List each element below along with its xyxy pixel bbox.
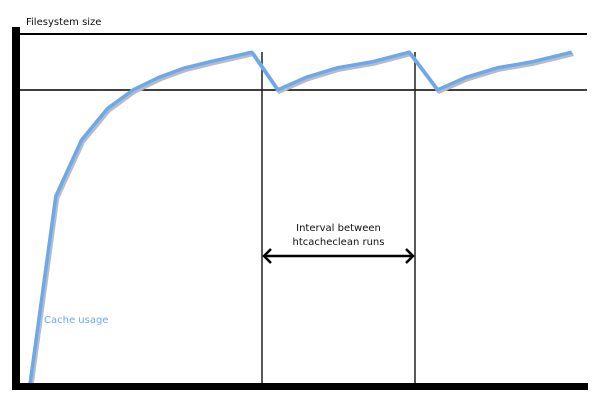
x-axis	[12, 383, 588, 390]
cache-usage-shadow	[29, 52, 574, 387]
interval-label-line2: htcacheclean runs	[292, 237, 385, 248]
interval-label-line1: Interval between	[296, 223, 381, 234]
interval-label: Interval between htcacheclean runs	[262, 222, 415, 250]
y-axis	[12, 27, 20, 390]
cache-usage-curve	[28, 50, 573, 385]
interval-arrow	[262, 248, 415, 264]
y-axis-label: Filesystem size	[26, 17, 102, 28]
cache-usage-label: Cache usage	[44, 315, 109, 326]
